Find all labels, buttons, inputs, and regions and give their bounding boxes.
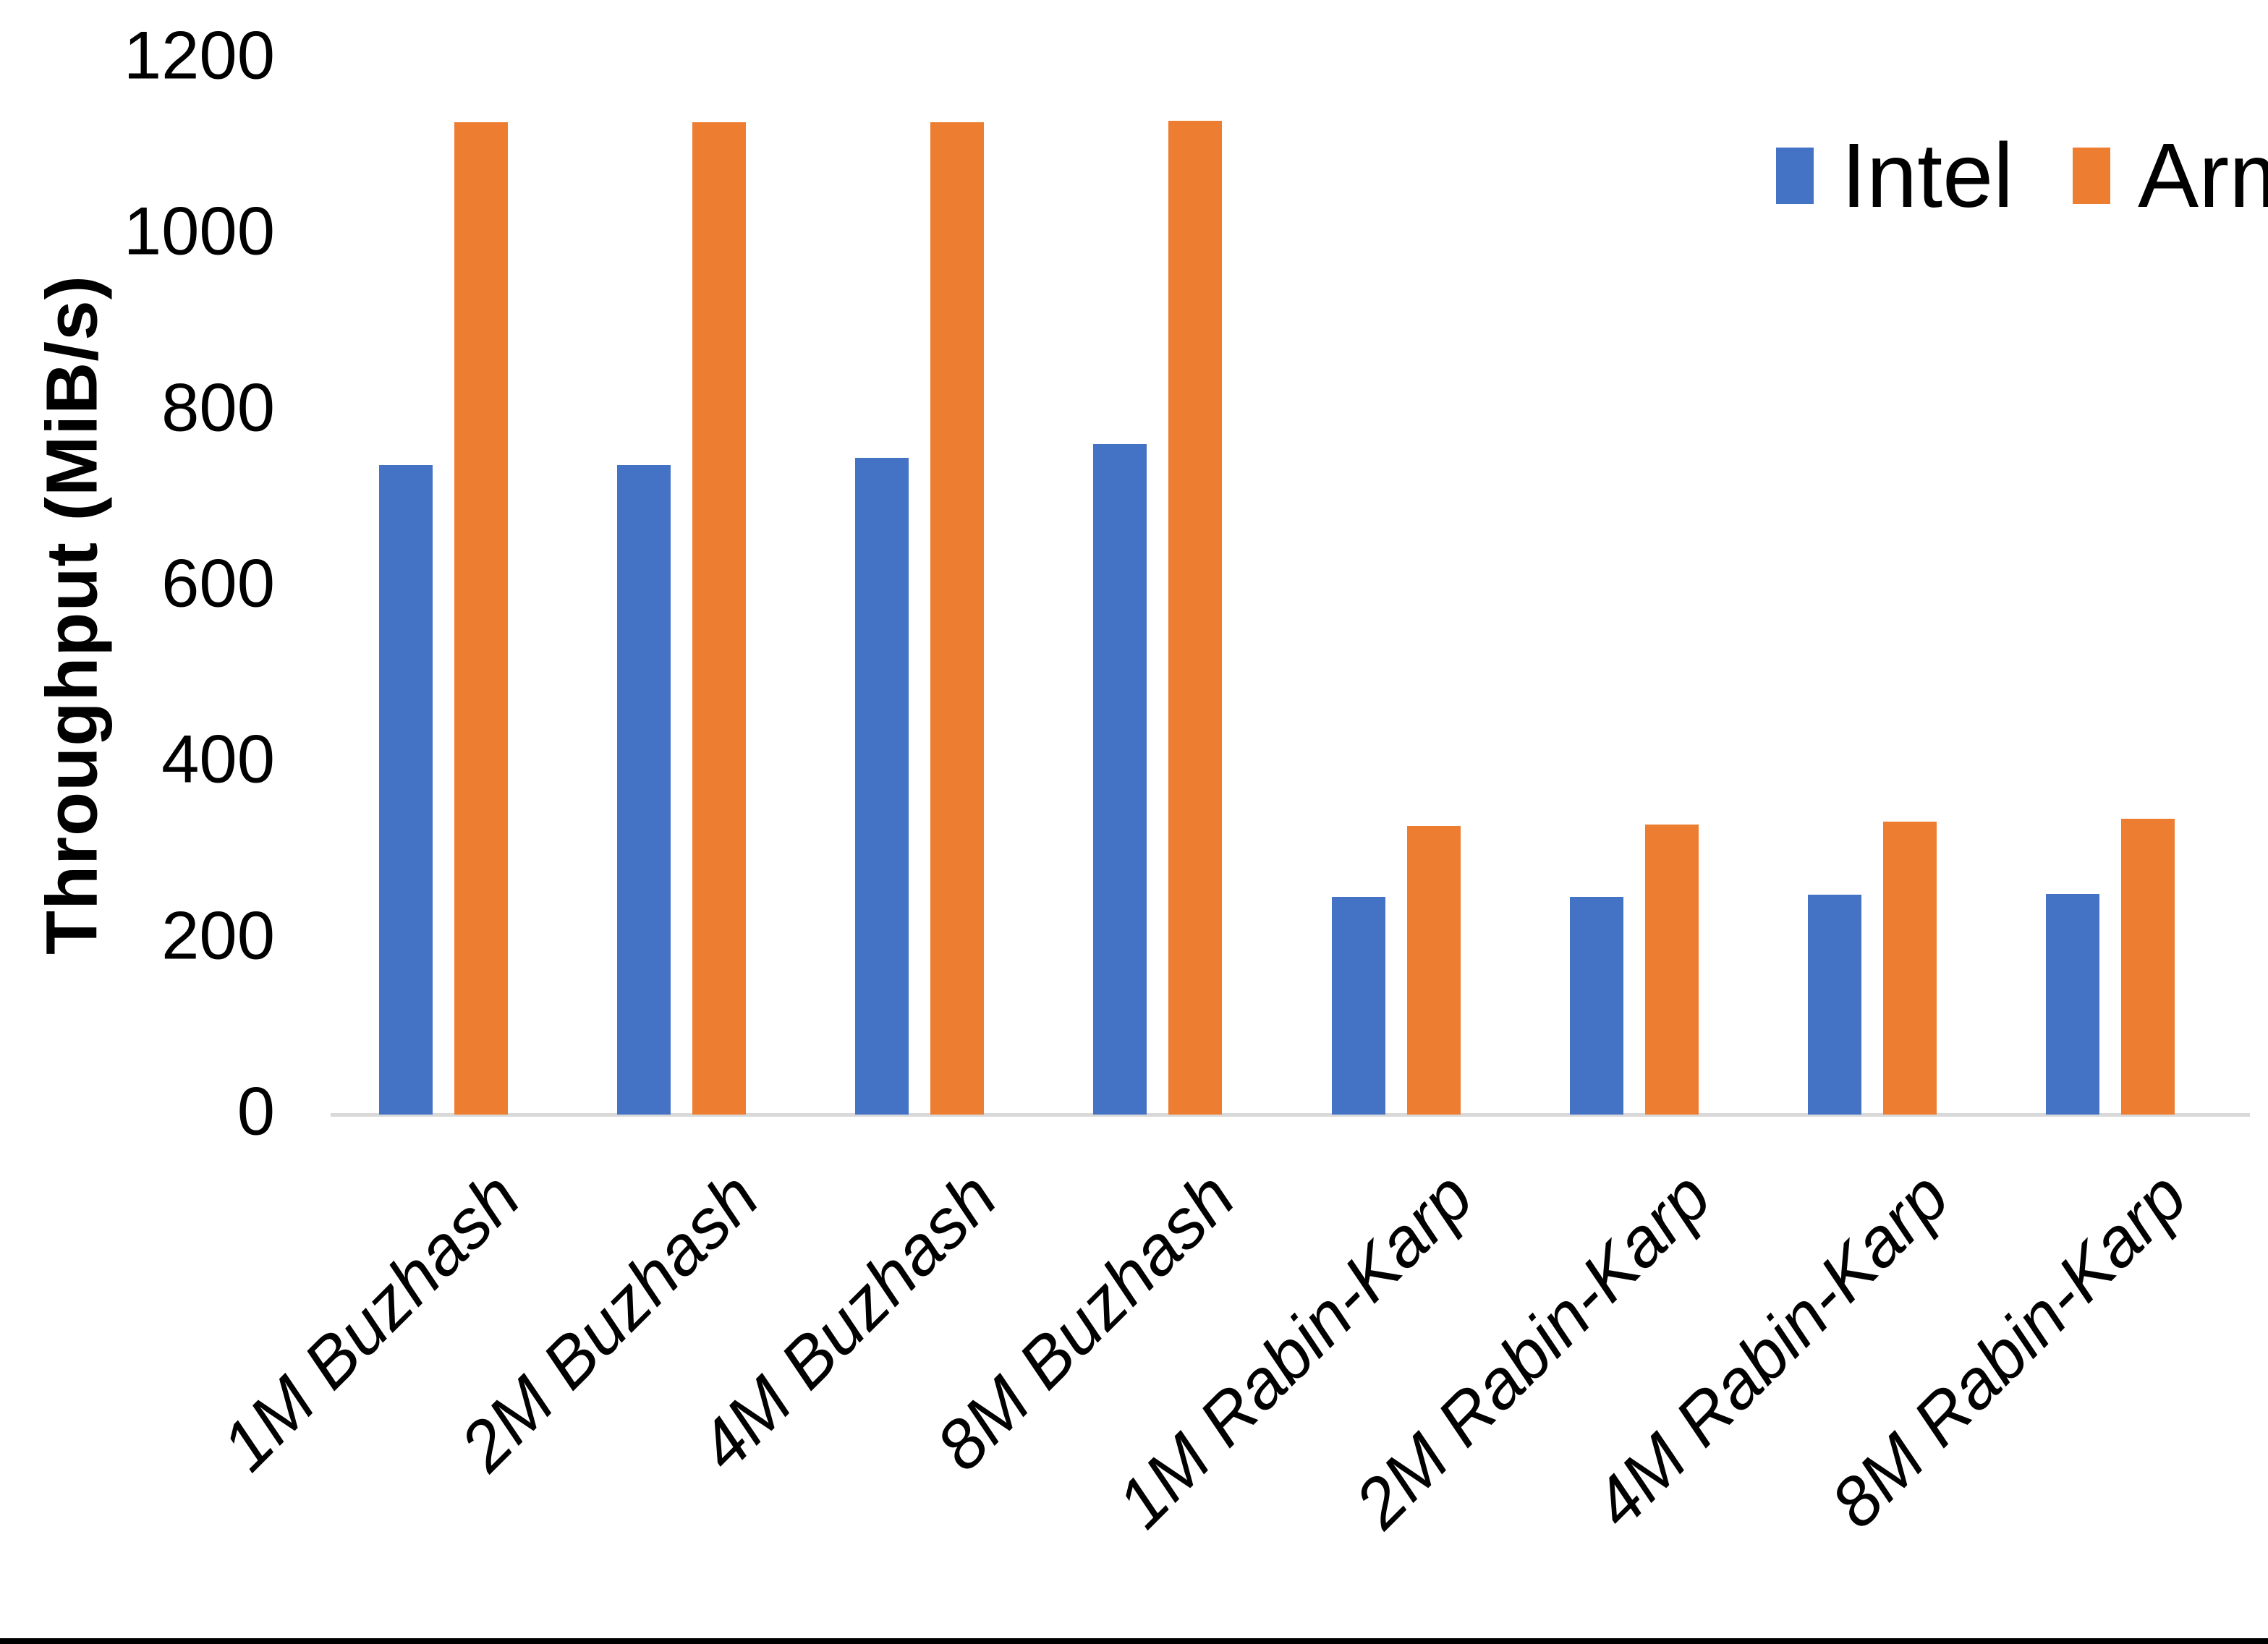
intel-bar-2m-rabin-karp xyxy=(1570,897,1623,1115)
arm-series-label: Arm xyxy=(2138,124,2268,226)
intel-bar-4m-rabin-karp xyxy=(1808,895,1861,1115)
legend-item-intel: Intel xyxy=(1776,130,2013,221)
legend-item-arm: Arm xyxy=(2073,130,2268,221)
arm-bar-2m-rabin-karp xyxy=(1645,825,1699,1115)
intel-bar-4m-buzhash xyxy=(855,458,909,1115)
y-tick-label: 600 xyxy=(161,545,275,621)
arm-bar-8m-buzhash xyxy=(1168,121,1222,1115)
y-tick-label: 0 xyxy=(237,1073,275,1149)
y-tick-label: 800 xyxy=(161,369,275,446)
arm-series-swatch xyxy=(2073,148,2111,204)
intel-series-swatch xyxy=(1776,148,1814,204)
arm-bar-2m-buzhash xyxy=(692,122,746,1115)
arm-bar-4m-buzhash xyxy=(930,122,984,1115)
y-tick-label: 200 xyxy=(161,897,275,974)
bottom-border xyxy=(0,1638,2268,1644)
arm-bar-8m-rabin-karp xyxy=(2121,819,2175,1115)
intel-bar-8m-buzhash xyxy=(1093,444,1147,1115)
legend: Intel Arm xyxy=(1776,130,2268,221)
y-tick-label: 1200 xyxy=(123,17,275,93)
y-tick-label: 400 xyxy=(161,721,275,798)
intel-bar-8m-rabin-karp xyxy=(2046,894,2099,1115)
y-tick-label: 1000 xyxy=(123,193,275,270)
intel-series-label: Intel xyxy=(1841,124,2014,226)
arm-bar-4m-rabin-karp xyxy=(1883,822,1937,1115)
intel-bar-1m-rabin-karp xyxy=(1332,897,1385,1115)
intel-bar-1m-buzhash xyxy=(379,465,433,1115)
arm-bar-1m-buzhash xyxy=(454,122,508,1115)
arm-bar-1m-rabin-karp xyxy=(1407,826,1461,1115)
intel-bar-2m-buzhash xyxy=(617,465,671,1115)
x-axis-line xyxy=(331,1113,2250,1117)
